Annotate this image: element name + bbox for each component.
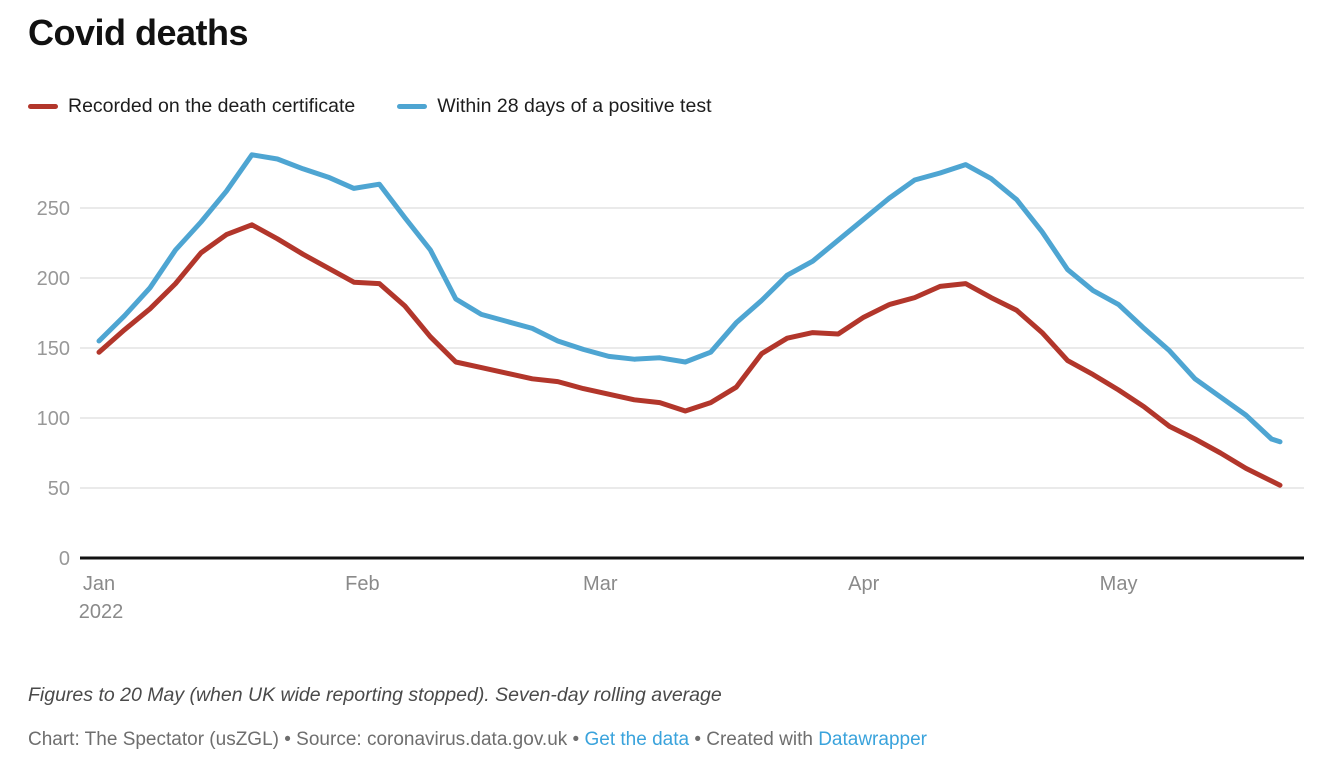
x-axis-labels: Jan 2022 Feb Mar Apr May bbox=[79, 573, 1138, 623]
x-tick-sublabel: 2022 bbox=[79, 601, 124, 623]
series-line-positive-test bbox=[96, 152, 1283, 445]
y-axis-labels: 0 50 100 150 200 250 bbox=[37, 198, 70, 570]
get-the-data-link[interactable]: Get the data bbox=[584, 729, 690, 750]
legend-item-positive-test: Within 28 days of a positive test bbox=[397, 95, 711, 118]
legend-item-death-certificate: Recorded on the death certificate bbox=[28, 95, 355, 118]
chart-note: Figures to 20 May (when UK wide reportin… bbox=[28, 684, 722, 706]
datawrapper-link[interactable]: Datawrapper bbox=[818, 729, 927, 750]
y-tick-label: 250 bbox=[37, 198, 70, 220]
legend-swatch-blue-line-icon bbox=[397, 104, 428, 109]
chart-legend: Recorded on the death certificate Within… bbox=[28, 95, 753, 118]
byline-text: Chart: The Spectator (usZGL) • Source: c… bbox=[28, 729, 585, 750]
y-tick-label: 150 bbox=[37, 338, 70, 360]
x-tick-label: Feb bbox=[345, 573, 379, 595]
series-line-death-certificate bbox=[96, 222, 1283, 488]
y-tick-label: 200 bbox=[37, 268, 70, 290]
y-tick-label: 0 bbox=[59, 548, 70, 570]
created-with-text: • Created with bbox=[689, 729, 819, 750]
x-tick-label: Mar bbox=[583, 573, 618, 595]
x-tick-label: Apr bbox=[848, 573, 879, 595]
chart-title: Covid deaths bbox=[28, 12, 249, 53]
y-gridlines bbox=[80, 207, 1304, 560]
legend-label: Recorded on the death certificate bbox=[68, 95, 356, 117]
covid-deaths-line-chart: 0 50 100 150 200 250 Jan 2022 Feb Mar Apr May bbox=[37, 152, 1304, 623]
legend-swatch-red-line-icon bbox=[28, 104, 58, 109]
y-tick-label: 50 bbox=[48, 478, 70, 500]
y-tick-label: 100 bbox=[37, 408, 70, 430]
legend-label: Within 28 days of a positive test bbox=[437, 95, 712, 117]
x-tick-label: May bbox=[1100, 573, 1138, 595]
chart-byline: Chart: The Spectator (usZGL) • Source: c… bbox=[28, 729, 927, 751]
x-tick-label: Jan bbox=[83, 573, 115, 595]
